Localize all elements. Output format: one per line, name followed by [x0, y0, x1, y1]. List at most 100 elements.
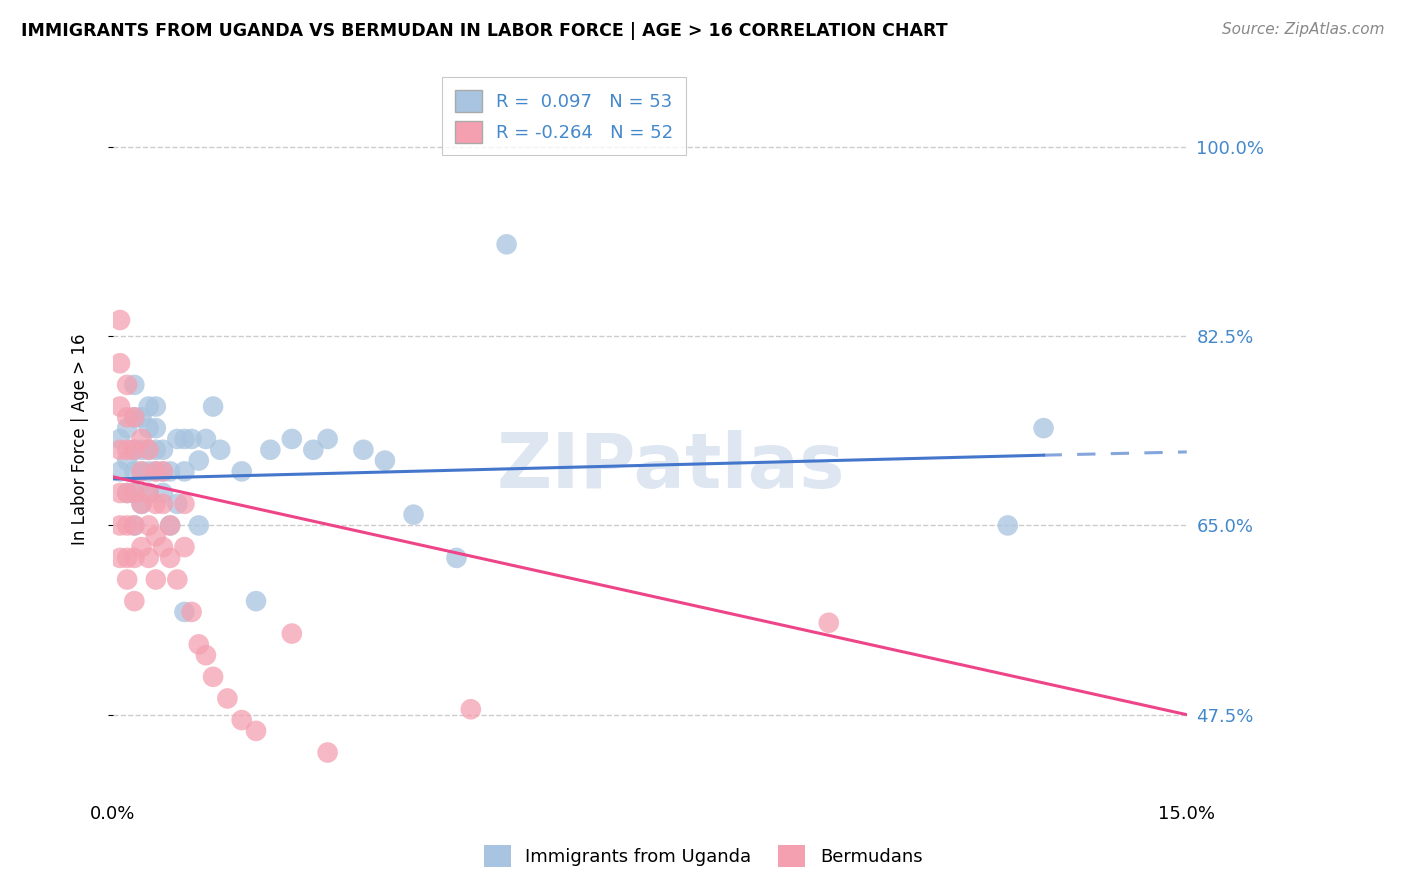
Point — [281, 432, 304, 446]
Point — [217, 691, 239, 706]
Point — [124, 518, 146, 533]
Text: Source: ZipAtlas.com: Source: ZipAtlas.com — [1222, 22, 1385, 37]
Point — [446, 550, 468, 565]
Point — [145, 400, 167, 414]
Point — [817, 615, 839, 630]
Point — [108, 486, 131, 500]
Y-axis label: In Labor Force | Age > 16: In Labor Force | Age > 16 — [72, 334, 89, 545]
Point — [173, 497, 195, 511]
Point — [131, 442, 153, 457]
Point — [124, 486, 146, 500]
Point — [316, 746, 339, 760]
Point — [138, 486, 160, 500]
Point — [152, 442, 174, 457]
Point — [138, 421, 160, 435]
Point — [152, 464, 174, 478]
Point — [166, 497, 188, 511]
Point — [145, 573, 167, 587]
Point — [145, 464, 167, 478]
Point — [115, 518, 138, 533]
Point — [115, 421, 138, 435]
Point — [108, 550, 131, 565]
Point — [1032, 421, 1054, 435]
Point — [152, 464, 174, 478]
Point — [124, 410, 146, 425]
Point — [138, 550, 160, 565]
Point — [495, 237, 517, 252]
Point — [997, 518, 1019, 533]
Point — [166, 432, 188, 446]
Point — [108, 518, 131, 533]
Point — [180, 432, 202, 446]
Point — [194, 648, 217, 663]
Point — [145, 442, 167, 457]
Point — [259, 442, 281, 457]
Point — [187, 453, 209, 467]
Point — [316, 432, 339, 446]
Point — [166, 573, 188, 587]
Point — [145, 497, 167, 511]
Point — [131, 410, 153, 425]
Point — [131, 497, 153, 511]
Point — [138, 518, 160, 533]
Point — [231, 713, 253, 727]
Point — [108, 400, 131, 414]
Point — [138, 464, 160, 478]
Point — [152, 486, 174, 500]
Legend: R =  0.097   N = 53, R = -0.264   N = 52: R = 0.097 N = 53, R = -0.264 N = 52 — [441, 77, 686, 155]
Point — [115, 486, 138, 500]
Point — [145, 421, 167, 435]
Point — [152, 497, 174, 511]
Point — [173, 605, 195, 619]
Point — [138, 400, 160, 414]
Point — [131, 497, 153, 511]
Point — [138, 442, 160, 457]
Point — [108, 464, 131, 478]
Text: IMMIGRANTS FROM UGANDA VS BERMUDAN IN LABOR FORCE | AGE > 16 CORRELATION CHART: IMMIGRANTS FROM UGANDA VS BERMUDAN IN LA… — [21, 22, 948, 40]
Point — [402, 508, 425, 522]
Point — [202, 670, 225, 684]
Point — [159, 518, 181, 533]
Point — [173, 464, 195, 478]
Point — [115, 573, 138, 587]
Point — [124, 410, 146, 425]
Point — [352, 442, 374, 457]
Point — [138, 442, 160, 457]
Point — [194, 432, 217, 446]
Point — [138, 486, 160, 500]
Point — [124, 442, 146, 457]
Point — [124, 594, 146, 608]
Point — [180, 605, 202, 619]
Point — [108, 313, 131, 327]
Point — [131, 432, 153, 446]
Text: ZIPatlas: ZIPatlas — [496, 431, 845, 505]
Point — [202, 400, 225, 414]
Point — [115, 486, 138, 500]
Point — [115, 550, 138, 565]
Point — [124, 442, 146, 457]
Point — [173, 540, 195, 554]
Point — [115, 442, 138, 457]
Point — [131, 464, 153, 478]
Point — [209, 442, 232, 457]
Point — [124, 486, 146, 500]
Point — [115, 453, 138, 467]
Point — [159, 464, 181, 478]
Legend: Immigrants from Uganda, Bermudans: Immigrants from Uganda, Bermudans — [477, 838, 929, 874]
Point — [187, 637, 209, 651]
Point — [245, 723, 267, 738]
Point — [108, 356, 131, 370]
Point — [302, 442, 325, 457]
Point — [124, 464, 146, 478]
Point — [131, 464, 153, 478]
Point — [124, 550, 146, 565]
Point — [115, 410, 138, 425]
Point — [131, 540, 153, 554]
Point — [159, 550, 181, 565]
Point — [374, 453, 396, 467]
Point — [159, 518, 181, 533]
Point — [145, 529, 167, 543]
Point — [145, 464, 167, 478]
Point — [460, 702, 482, 716]
Point — [187, 518, 209, 533]
